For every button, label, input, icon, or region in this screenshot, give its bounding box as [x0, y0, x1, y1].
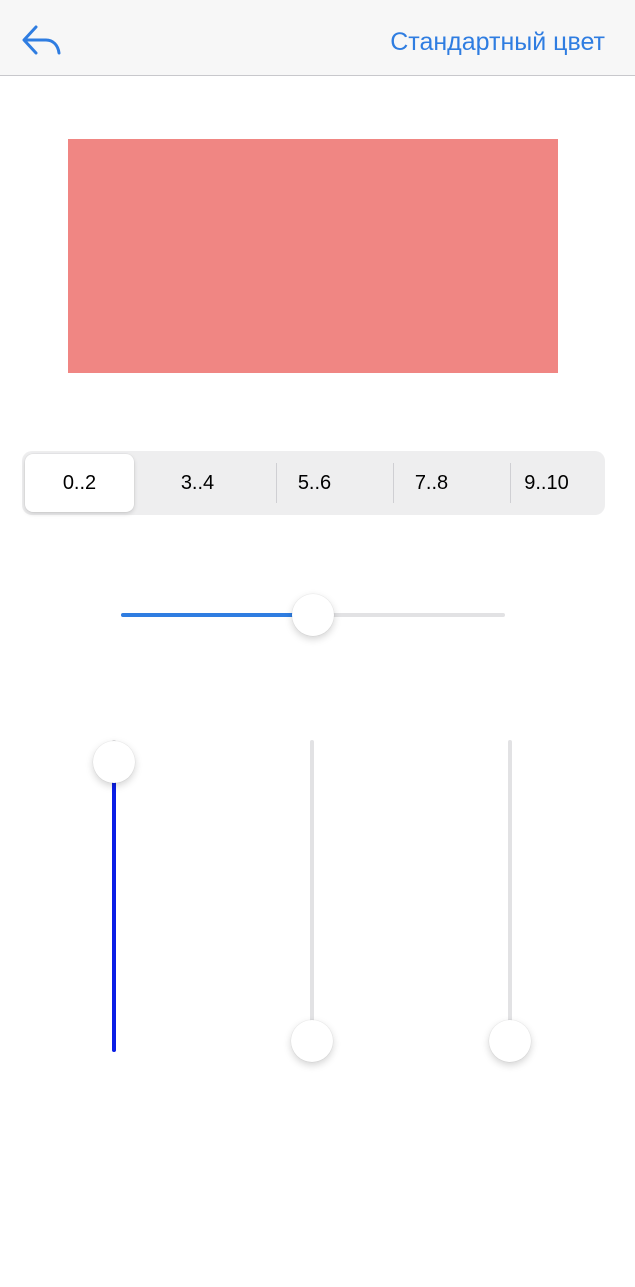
- brightness-slider[interactable]: [121, 592, 505, 638]
- slider-fill: [121, 613, 313, 617]
- slider-thumb[interactable]: [489, 1020, 531, 1062]
- segment-7-8[interactable]: 7..8: [414, 471, 449, 494]
- segment-divider: [393, 463, 394, 503]
- slider-track: [508, 740, 512, 1052]
- standard-color-button[interactable]: Стандартный цвет: [390, 28, 605, 56]
- segment-3-4[interactable]: 3..4: [180, 471, 215, 494]
- segment-9-10[interactable]: 9..10: [524, 471, 569, 494]
- slider-track: [310, 740, 314, 1052]
- navigation-bar: Стандартный цвет: [0, 0, 635, 76]
- slider-thumb[interactable]: [292, 594, 334, 636]
- segment-divider: [510, 463, 511, 503]
- vertical-slider-1[interactable]: [91, 740, 137, 1052]
- slider-fill: [112, 761, 116, 1052]
- segment-5-6[interactable]: 5..6: [297, 471, 332, 494]
- segment-0-2[interactable]: 0..2: [25, 454, 134, 512]
- range-segmented-control: 0..2 3..4 5..6 7..8 9..10: [22, 451, 605, 515]
- vertical-slider-2[interactable]: [289, 740, 335, 1062]
- color-preview-swatch: [68, 139, 558, 373]
- slider-thumb[interactable]: [291, 1020, 333, 1062]
- segment-divider: [276, 463, 277, 503]
- reply-arrow-icon: [16, 18, 68, 62]
- vertical-slider-3[interactable]: [487, 740, 533, 1062]
- back-button[interactable]: [16, 18, 68, 62]
- slider-thumb[interactable]: [93, 740, 135, 783]
